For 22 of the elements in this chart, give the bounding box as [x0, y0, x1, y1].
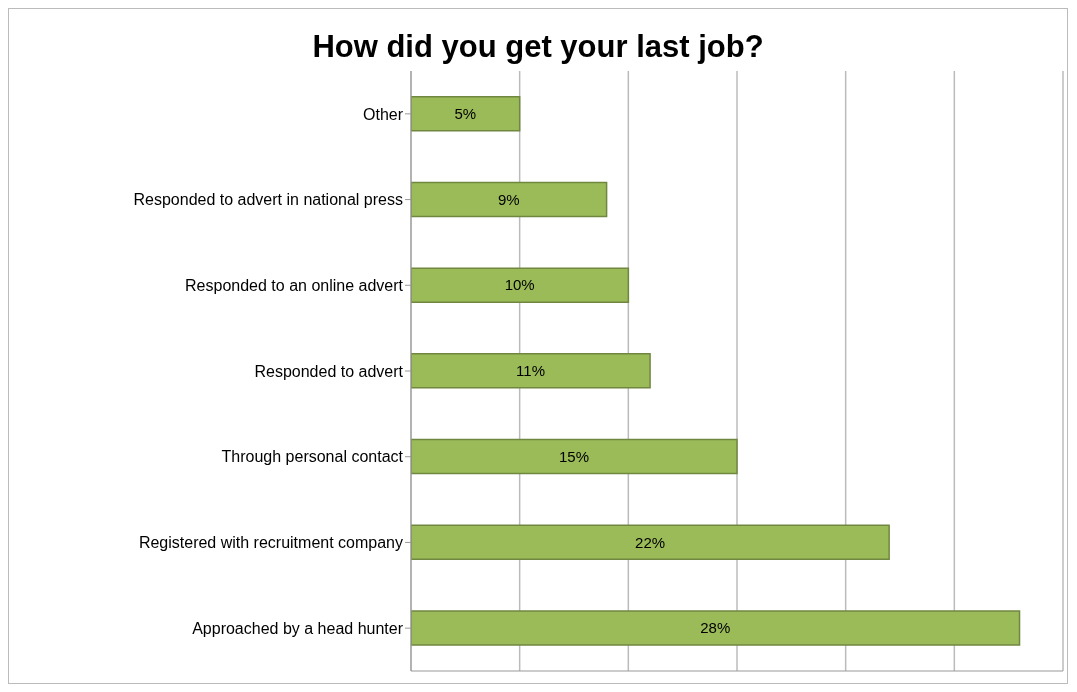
- data-label: 22%: [635, 533, 666, 551]
- data-label: 5%: [454, 105, 477, 123]
- bar: [411, 610, 1021, 646]
- y-tick-label: Through personal contact: [221, 448, 404, 466]
- bar: [411, 181, 608, 218]
- y-tick-label: Approached by a head hunter: [192, 619, 404, 637]
- bar: [411, 524, 890, 561]
- bar: [411, 267, 630, 303]
- y-tick-label: Registered with recruitment company: [138, 534, 403, 552]
- data-label: 10%: [504, 276, 535, 294]
- y-tick-label: Responded to advert in national press: [133, 191, 403, 209]
- data-label: 15%: [558, 447, 590, 465]
- data-label: 28%: [700, 619, 731, 637]
- y-tick-label: Responded to advert: [254, 362, 404, 380]
- bar: [411, 438, 738, 475]
- bar: [411, 353, 651, 389]
- chart-title: How did you get your last job?: [311, 28, 765, 66]
- data-label: 11%: [516, 362, 545, 380]
- y-tick-label: Other: [362, 105, 404, 123]
- data-label: 9%: [497, 190, 520, 208]
- bar: [411, 95, 521, 132]
- y-tick-label: Responded to an online advert: [185, 276, 404, 294]
